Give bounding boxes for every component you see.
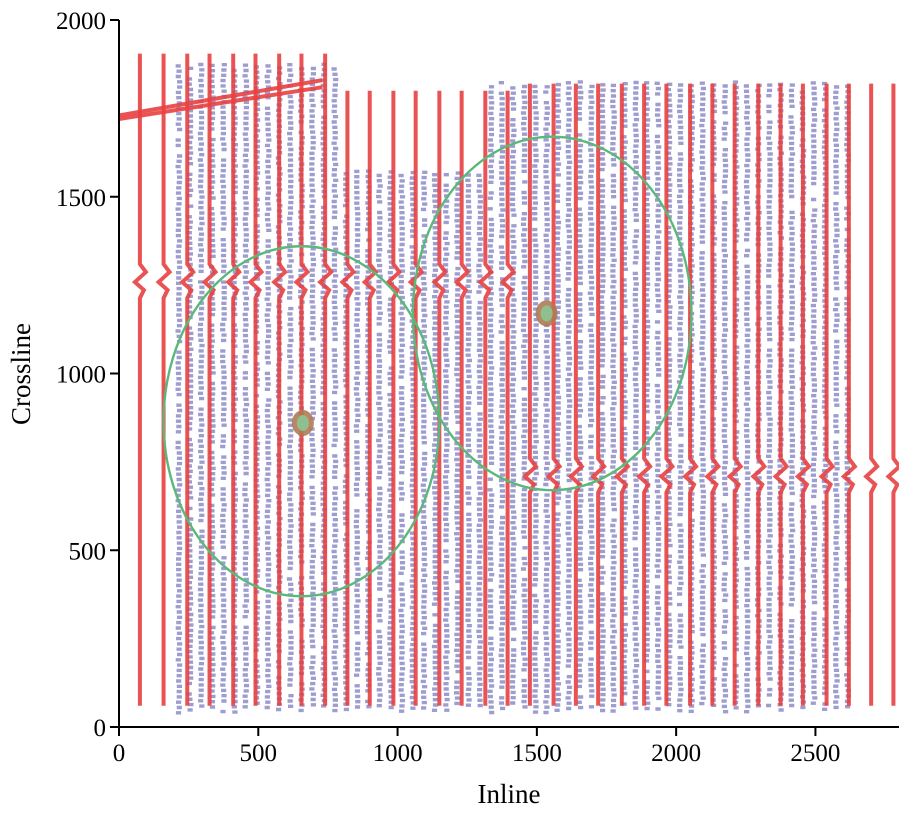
y-tick-label: 1000 — [56, 362, 106, 389]
y-tick-label: 0 — [94, 715, 107, 742]
survey-point-column — [487, 85, 495, 715]
x-tick-label: 1500 — [512, 740, 562, 767]
survey-point-column — [175, 64, 183, 715]
survey-point-column — [632, 80, 640, 710]
survey-point-column — [543, 85, 550, 715]
survey-line — [726, 83, 744, 706]
survey-point-column — [509, 86, 517, 705]
survey-point-column — [476, 173, 484, 708]
survey-line — [682, 83, 699, 706]
survey-point-column — [576, 80, 584, 710]
survey-line — [225, 53, 242, 706]
survey-point-column — [420, 170, 428, 710]
survey-line — [179, 53, 196, 706]
survey-line — [499, 90, 517, 706]
survey-line — [521, 83, 539, 706]
survey-line — [613, 83, 631, 706]
survey-line — [885, 83, 899, 706]
survey-point-column — [520, 84, 528, 709]
survey-point-column — [498, 81, 506, 711]
survey-point-column — [699, 81, 706, 706]
survey-line — [704, 83, 722, 706]
survey-point-column — [264, 64, 272, 710]
survey-line — [477, 90, 495, 706]
survey-point-column — [331, 67, 339, 713]
survey-point-column — [309, 66, 316, 707]
survey-point-column — [242, 63, 250, 709]
survey-point-column — [810, 81, 818, 705]
survey-point-column — [554, 82, 562, 712]
survey-line — [453, 90, 471, 706]
survey-point-column — [610, 83, 617, 713]
survey-line — [293, 53, 311, 706]
survey-line — [339, 90, 357, 706]
survey-line — [155, 53, 173, 706]
survey-point-column — [766, 83, 773, 708]
survey-point-column — [743, 84, 751, 714]
x-tick-label: 0 — [113, 740, 126, 767]
survey-points — [175, 62, 851, 715]
survey-line — [750, 83, 768, 706]
survey-line — [271, 53, 288, 706]
survey-point-column — [442, 173, 450, 712]
survey-lines — [119, 53, 899, 706]
survey-point-column — [454, 171, 461, 706]
survey-point-column — [197, 62, 205, 708]
survey-point-column — [286, 63, 294, 708]
survey-line — [385, 90, 403, 706]
survey-line — [545, 83, 563, 706]
survey-line — [636, 83, 653, 706]
survey-line — [794, 83, 812, 706]
x-tick-label: 1000 — [373, 740, 423, 767]
survey-line — [772, 83, 790, 706]
survey-point-column — [353, 169, 361, 709]
survey-line — [658, 83, 676, 706]
y-axis-label: Crossline — [6, 323, 36, 425]
survey-line — [818, 83, 836, 706]
survey-point-column — [398, 173, 406, 713]
survey-point-column — [676, 83, 684, 713]
radius-circle — [411, 135, 693, 492]
survey-line — [840, 83, 858, 706]
survey-point-column — [643, 81, 651, 711]
y-tick-label: 500 — [69, 538, 107, 565]
y-tick-label: 2000 — [56, 8, 106, 35]
survey-point-column — [832, 85, 840, 710]
survey-point-column — [532, 84, 539, 714]
survey-line — [407, 90, 425, 706]
survey-point-column — [565, 81, 573, 711]
survey-line — [131, 53, 149, 706]
axes: 0 500 1000 1500 2000 2500 0 500 1000 1500 2000 — [56, 8, 899, 767]
well-marker-core — [540, 305, 553, 322]
x-axis-label: Inline — [478, 779, 541, 809]
survey-line — [863, 83, 880, 706]
x-tick-label: 2000 — [651, 740, 701, 767]
survey-point-column — [220, 63, 227, 714]
y-tick-label: 1500 — [56, 185, 106, 212]
survey-point-column — [788, 83, 796, 708]
x-tick-label: 500 — [240, 740, 278, 767]
survey-point-column — [587, 84, 595, 709]
survey-point-column — [431, 173, 439, 712]
radius-circle — [162, 245, 441, 598]
survey-point-column — [654, 81, 662, 711]
survey-line — [317, 53, 334, 706]
well-marker-core — [296, 414, 309, 431]
survey-line — [361, 90, 379, 706]
x-tick-label: 2500 — [790, 740, 840, 767]
survey-line — [567, 83, 585, 706]
diagonal-survey-line — [119, 85, 323, 121]
survey-point-column — [465, 173, 472, 707]
radius-circles — [162, 135, 693, 598]
well-markers — [291, 300, 558, 436]
survey-point-column — [598, 83, 606, 713]
survey-point-column — [721, 84, 729, 714]
survey-line — [590, 83, 607, 706]
survey-line — [431, 90, 449, 706]
survey-line — [201, 53, 219, 706]
survey-line — [247, 53, 265, 706]
diagonal-survey-line — [119, 78, 323, 118]
survey-point-column — [376, 173, 383, 708]
